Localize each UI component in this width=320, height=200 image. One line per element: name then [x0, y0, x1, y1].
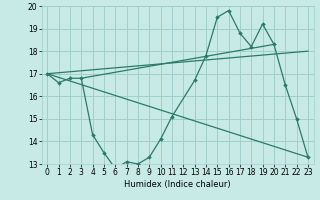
X-axis label: Humidex (Indice chaleur): Humidex (Indice chaleur) [124, 180, 231, 189]
